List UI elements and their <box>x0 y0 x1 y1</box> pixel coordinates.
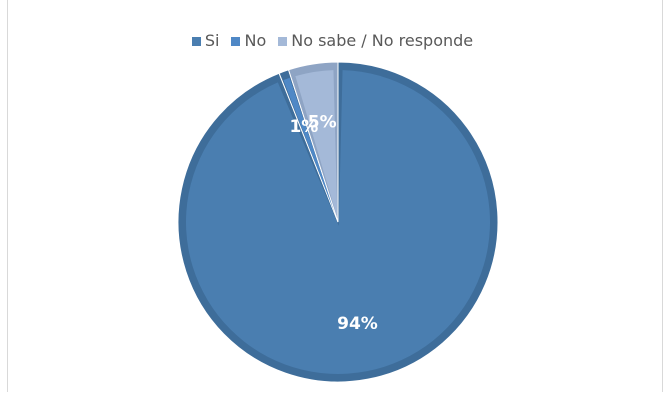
slice-si-face <box>186 70 491 375</box>
slice-no-face <box>283 77 337 219</box>
legend-item-no-sabe: No sabe / No responde <box>278 31 473 51</box>
data-label-no: 1% <box>289 117 318 137</box>
legend-label-no-sabe: No sabe / No responde <box>291 31 474 50</box>
legend-item-si: Si <box>191 31 220 51</box>
pie-data-labels: 94% 1%5% <box>289 112 377 334</box>
legend-swatch-no-sabe <box>278 36 288 46</box>
slice-no-sabe <box>287 61 339 223</box>
legend-item-no: No <box>231 31 266 51</box>
chart-frame <box>7 0 663 392</box>
slice-no-sabe-face <box>295 70 338 219</box>
legend-swatch-no <box>231 36 241 46</box>
pie-slices <box>177 61 499 383</box>
legend: Si No No sabe / No responde <box>0 31 665 51</box>
legend-swatch-si <box>191 36 201 46</box>
legend-label-no: No <box>244 31 267 50</box>
legend-label-si: Si <box>204 31 220 50</box>
data-label-no-sabe: 5% <box>308 112 337 132</box>
data-label-si: 94% <box>337 314 378 334</box>
